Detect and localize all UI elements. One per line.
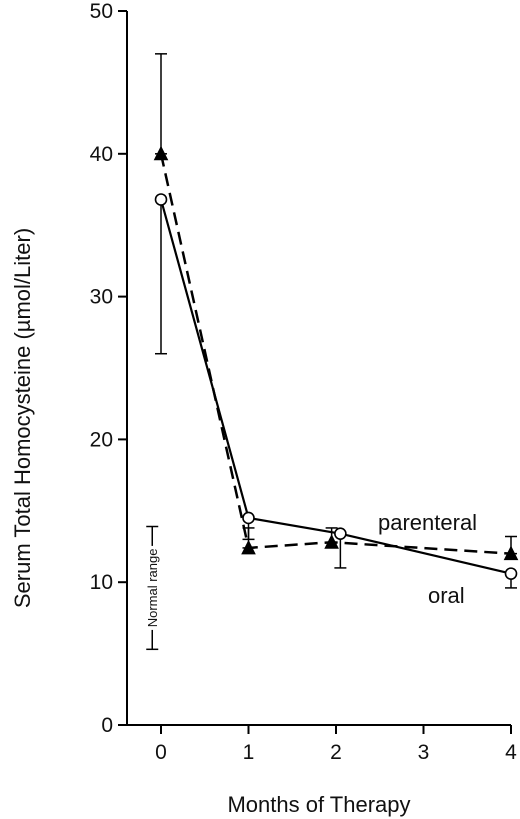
normal-range-annotation: Normal range	[145, 525, 160, 651]
error-bar-oral	[155, 198, 167, 355]
data-point-oral	[334, 527, 347, 540]
x-tick-label: 1	[243, 741, 255, 764]
series-layer	[153, 53, 519, 589]
data-point-parenteral	[503, 545, 519, 561]
series-oral	[154, 193, 518, 589]
data-point-parenteral	[153, 145, 169, 161]
y-axis-label: Serum Total Homocysteine (µmol/Liter)	[10, 228, 35, 608]
series-line-parenteral	[159, 153, 512, 555]
y-tick-label: 10	[90, 571, 113, 594]
y-tick-label: 20	[90, 428, 113, 451]
data-point-oral	[504, 567, 518, 580]
series-label-oral: oral	[428, 583, 465, 608]
y-tick-label: 40	[90, 143, 113, 166]
ticks: 0 10 20 30 40 50 0 1 2 3 4	[90, 0, 518, 764]
data-point-parenteral	[324, 534, 339, 549]
y-tick-label: 50	[90, 0, 113, 23]
series-parenteral	[153, 53, 519, 561]
data-point-oral	[154, 193, 168, 206]
x-tick-label: 2	[330, 741, 342, 764]
x-tick-label: 4	[505, 741, 517, 764]
data-point-parenteral	[241, 539, 256, 555]
axes	[126, 11, 511, 726]
y-tick-label: 0	[101, 714, 113, 737]
y-tick-label: 30	[90, 286, 113, 309]
x-tick-label: 3	[418, 741, 430, 764]
data-point-oral	[242, 511, 255, 525]
annotation-layer: Normal range	[145, 525, 160, 651]
x-axis-label: Months of Therapy	[227, 792, 410, 817]
x-tick-label: 0	[155, 741, 167, 764]
series-label-parenteral: parenteral	[378, 510, 477, 535]
series-line-oral	[159, 199, 512, 575]
normal-range-label: Normal range	[145, 549, 160, 628]
error-bar-parenteral	[155, 53, 167, 155]
